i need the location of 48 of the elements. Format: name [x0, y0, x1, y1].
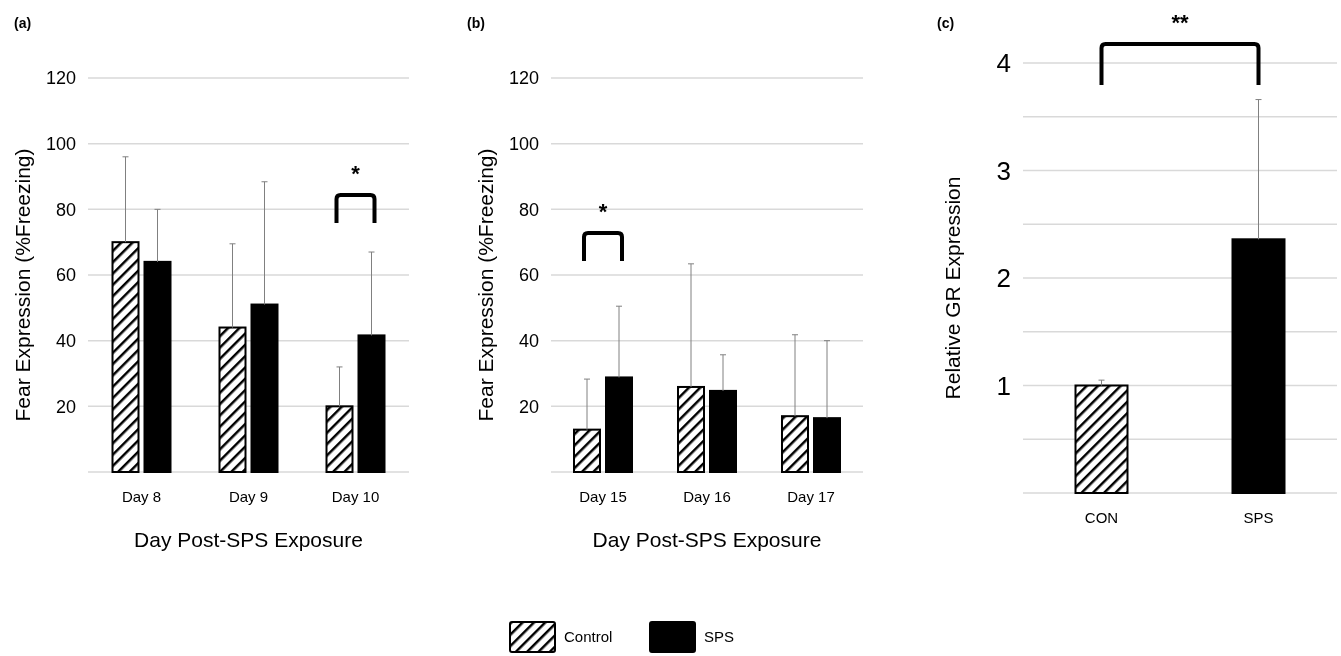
y-tick-label: 80: [55, 199, 76, 220]
x-tick-label: Day 15: [579, 488, 627, 505]
x-tick-label: Day 9: [228, 488, 269, 505]
legend-label: Control: [564, 628, 613, 645]
bar: [573, 428, 601, 473]
bar: [143, 260, 172, 473]
x-tick-label: Day 8: [121, 488, 162, 505]
y-tick-label: 100: [508, 133, 539, 154]
y-tick-label: 4: [996, 48, 1011, 79]
x-tick-label: Day 16: [683, 488, 731, 505]
x-axis-title: Day Post-SPS Exposure: [592, 528, 822, 551]
x-tick-label: Day 10: [331, 488, 380, 505]
y-tick-label: 60: [518, 265, 539, 286]
chart-title: (c): [937, 15, 955, 31]
y-tick-label: 2: [996, 263, 1011, 294]
y-tick-label: 120: [45, 68, 76, 89]
y-tick-label: 20: [55, 396, 76, 417]
bar: [357, 334, 386, 473]
y-tick-label: 60: [55, 265, 76, 286]
y-tick-label: 40: [518, 330, 539, 351]
y-tick-label: 3: [996, 155, 1011, 186]
y-tick-label: 120: [508, 68, 539, 89]
y-axis-title: Fear Expression (%Freezing): [474, 148, 497, 422]
text: **: [1171, 10, 1189, 35]
bar: [781, 415, 809, 473]
bar: [677, 385, 705, 473]
y-tick-label: 20: [518, 396, 539, 417]
x-axis-title: Day Post-SPS Exposure: [134, 528, 363, 551]
bar: [111, 241, 140, 473]
bar: [813, 417, 841, 473]
bar: [325, 405, 354, 473]
chart-title: (a): [14, 15, 32, 31]
legend-label: SPS: [704, 628, 735, 645]
annotation: *: [598, 199, 608, 224]
bar: [218, 326, 247, 473]
y-axis-title: Relative GR Expression: [941, 176, 964, 400]
y-axis-title: Fear Expression (%Freezing): [11, 148, 34, 422]
x-tick-label: Day 17: [787, 488, 835, 505]
y-tick-label: 100: [45, 133, 76, 154]
y-tick-label: 40: [55, 330, 76, 351]
bar: [605, 376, 633, 473]
bar: [709, 389, 737, 473]
y-tick-label: 80: [518, 199, 539, 220]
annotation: *: [351, 161, 361, 186]
chart-title: (b): [467, 15, 485, 31]
y-tick-label: 1: [996, 370, 1011, 401]
bar: [250, 303, 279, 473]
x-tick-label: CON: [1084, 509, 1119, 526]
